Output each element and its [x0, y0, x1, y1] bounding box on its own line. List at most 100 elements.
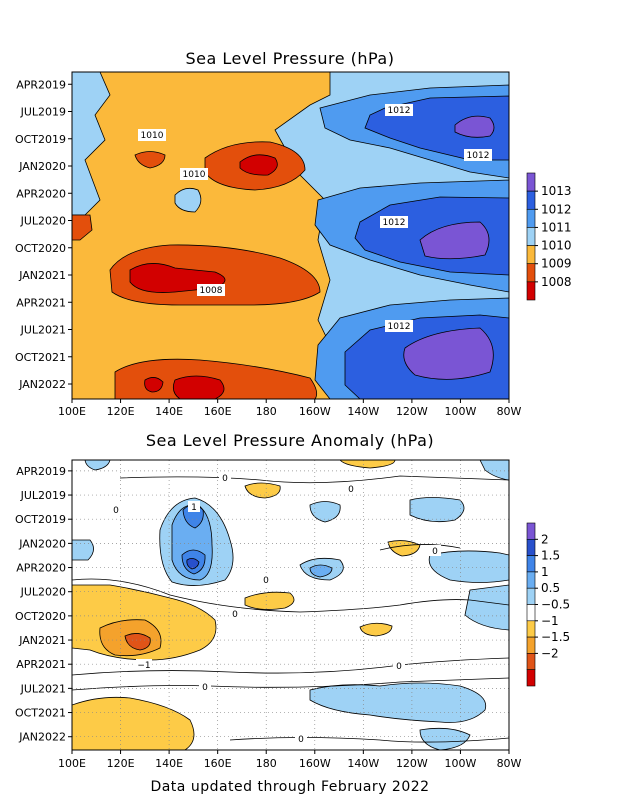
- bottom-region-pos-l: [419, 727, 471, 750]
- top-contour-field: [72, 72, 509, 399]
- colorbar-swatch: [526, 653, 536, 671]
- colorbar-label: 1012: [541, 202, 572, 216]
- colorbar-label: −1: [541, 614, 559, 628]
- colorbar-label: −0.5: [541, 598, 570, 612]
- top-contour-label: 1012: [383, 218, 406, 228]
- colorbar-label: 1: [541, 565, 549, 579]
- y-tick-label: JAN2022: [18, 378, 66, 391]
- bottom-zero-contour: [72, 657, 509, 676]
- bottom-contour-label: 0: [222, 474, 228, 484]
- y-tick-label: APR2021: [16, 296, 66, 309]
- top-contour-label: 1012: [467, 151, 490, 161]
- bottom-region-neg-d: [244, 482, 281, 499]
- bottom-contour-labels: 1 0 0 0 0 0 0 −1 0 0 0: [110, 472, 441, 745]
- bottom-contour-label: 0: [263, 576, 269, 586]
- top-contour-label: 1012: [388, 106, 411, 116]
- y-tick-label: JUL2019: [20, 106, 66, 119]
- bottom-zero-contour: [379, 544, 461, 551]
- x-tick-label: 180: [256, 405, 277, 418]
- top-x-axis: 100E 120E 140E 160E 180 160W 140W 120W 100W 80W: [58, 399, 522, 418]
- y-tick-label: JAN2021: [18, 634, 66, 647]
- x-tick-label: 140W: [347, 405, 379, 418]
- y-tick-label: OCT2020: [15, 610, 66, 623]
- y-tick-label: OCT2021: [15, 351, 66, 364]
- bottom-region-pos-k: [309, 682, 487, 723]
- top-contour-labels: 1012 1012 1010 1010 1012 1008 1012: [138, 104, 492, 332]
- bottom-contour-label: 0: [113, 506, 119, 516]
- x-tick-label: 120E: [107, 405, 135, 418]
- bottom-region-pos-i: [428, 550, 509, 583]
- bottom-contour-label: 0: [348, 485, 354, 495]
- bottom-contour-label: 0: [232, 610, 238, 620]
- x-tick-label: 140W: [347, 757, 379, 770]
- colorbar-swatch: [526, 571, 536, 589]
- bottom-colorbar: 2 1.5 1 0.5 −0.5 −1 −1.5 −2: [526, 522, 570, 687]
- y-tick-label: JUL2021: [20, 324, 66, 337]
- top-region-max-b: [419, 221, 490, 260]
- colorbar-swatch: [526, 172, 536, 192]
- colorbar-swatch: [526, 208, 536, 228]
- colorbar-label: 1011: [541, 220, 572, 234]
- bottom-contour-label: 0: [202, 683, 208, 693]
- top-y-axis: APR2019 JUL2019 OCT2019 JAN2020 APR2020 JUL20…: [15, 78, 72, 391]
- y-tick-label: JAN2020: [18, 537, 66, 550]
- bottom-region-pos-f: [309, 501, 341, 523]
- y-tick-label: JAN2022: [18, 731, 66, 744]
- colorbar-swatch: [526, 587, 536, 605]
- bottom-zero-contour: [229, 737, 509, 743]
- bottom-x-axis: 100E 120E 140E 160E 180 160W 140W 120W 100W 80W: [58, 750, 522, 770]
- bottom-contour-label: −1: [137, 661, 150, 671]
- x-tick-label: 160E: [204, 405, 232, 418]
- top-contour-label: 1012: [388, 322, 411, 332]
- y-tick-label: JUL2019: [20, 489, 66, 502]
- x-tick-label: 140E: [155, 405, 183, 418]
- top-contour-label: 1008: [200, 286, 223, 296]
- x-tick-label: 100W: [445, 757, 477, 770]
- x-tick-label: 100W: [445, 405, 477, 418]
- colorbar-label: 2: [541, 532, 549, 546]
- colorbar-swatch: [526, 522, 536, 540]
- top-chart-title: Sea Level Pressure (hPa): [186, 49, 395, 68]
- top-contour-label: 1010: [183, 170, 206, 180]
- bottom-grid: [72, 460, 509, 750]
- bottom-zero-contour: [72, 677, 509, 691]
- y-tick-label: JUL2020: [20, 215, 66, 228]
- y-tick-label: JAN2020: [18, 160, 66, 173]
- colorbar-swatch: [526, 190, 536, 210]
- bottom-region-pos-g: [409, 497, 465, 523]
- bottom-region-pos-o: [84, 460, 111, 471]
- y-tick-label: JUL2020: [20, 586, 66, 599]
- bottom-contour-label: 0: [432, 547, 438, 557]
- bottom-region-pos-e: [186, 558, 200, 570]
- colorbar-label: 0.5: [541, 581, 560, 595]
- top-region-1009-d: [134, 151, 166, 169]
- x-tick-label: 80W: [497, 757, 522, 770]
- bottom-region-m15: [124, 633, 151, 651]
- y-tick-label: OCT2020: [15, 242, 66, 255]
- y-tick-label: JAN2021: [18, 269, 66, 282]
- colorbar-swatch: [526, 538, 536, 556]
- x-tick-label: 80W: [497, 405, 522, 418]
- y-tick-label: APR2020: [16, 187, 66, 200]
- colorbar-label: 1008: [541, 275, 572, 289]
- bottom-zero-contour: [72, 578, 509, 613]
- colorbar-swatch: [526, 245, 536, 265]
- y-tick-label: APR2021: [16, 658, 66, 671]
- colorbar-swatch: [526, 636, 536, 654]
- colorbar-swatch: [526, 555, 536, 573]
- bottom-region-pos-p: [309, 564, 333, 578]
- top-region-1008-d: [144, 377, 164, 393]
- x-tick-label: 120W: [396, 757, 428, 770]
- x-tick-label: 160W: [299, 757, 331, 770]
- bottom-region-neg-e: [339, 460, 396, 469]
- colorbar-label: 1013: [541, 184, 572, 198]
- colorbar-label: 1.5: [541, 549, 560, 563]
- colorbar-label: −1.5: [541, 630, 570, 644]
- y-tick-label: OCT2019: [15, 513, 66, 526]
- bottom-chart-title: Sea Level Pressure Anomaly (hPa): [146, 431, 434, 450]
- top-colorbar: 1013 1012 1011 1010 1009 1008: [526, 172, 572, 301]
- x-tick-label: 100E: [58, 405, 86, 418]
- x-tick-label: 100E: [58, 757, 86, 770]
- bottom-region-neg-c: [244, 591, 295, 610]
